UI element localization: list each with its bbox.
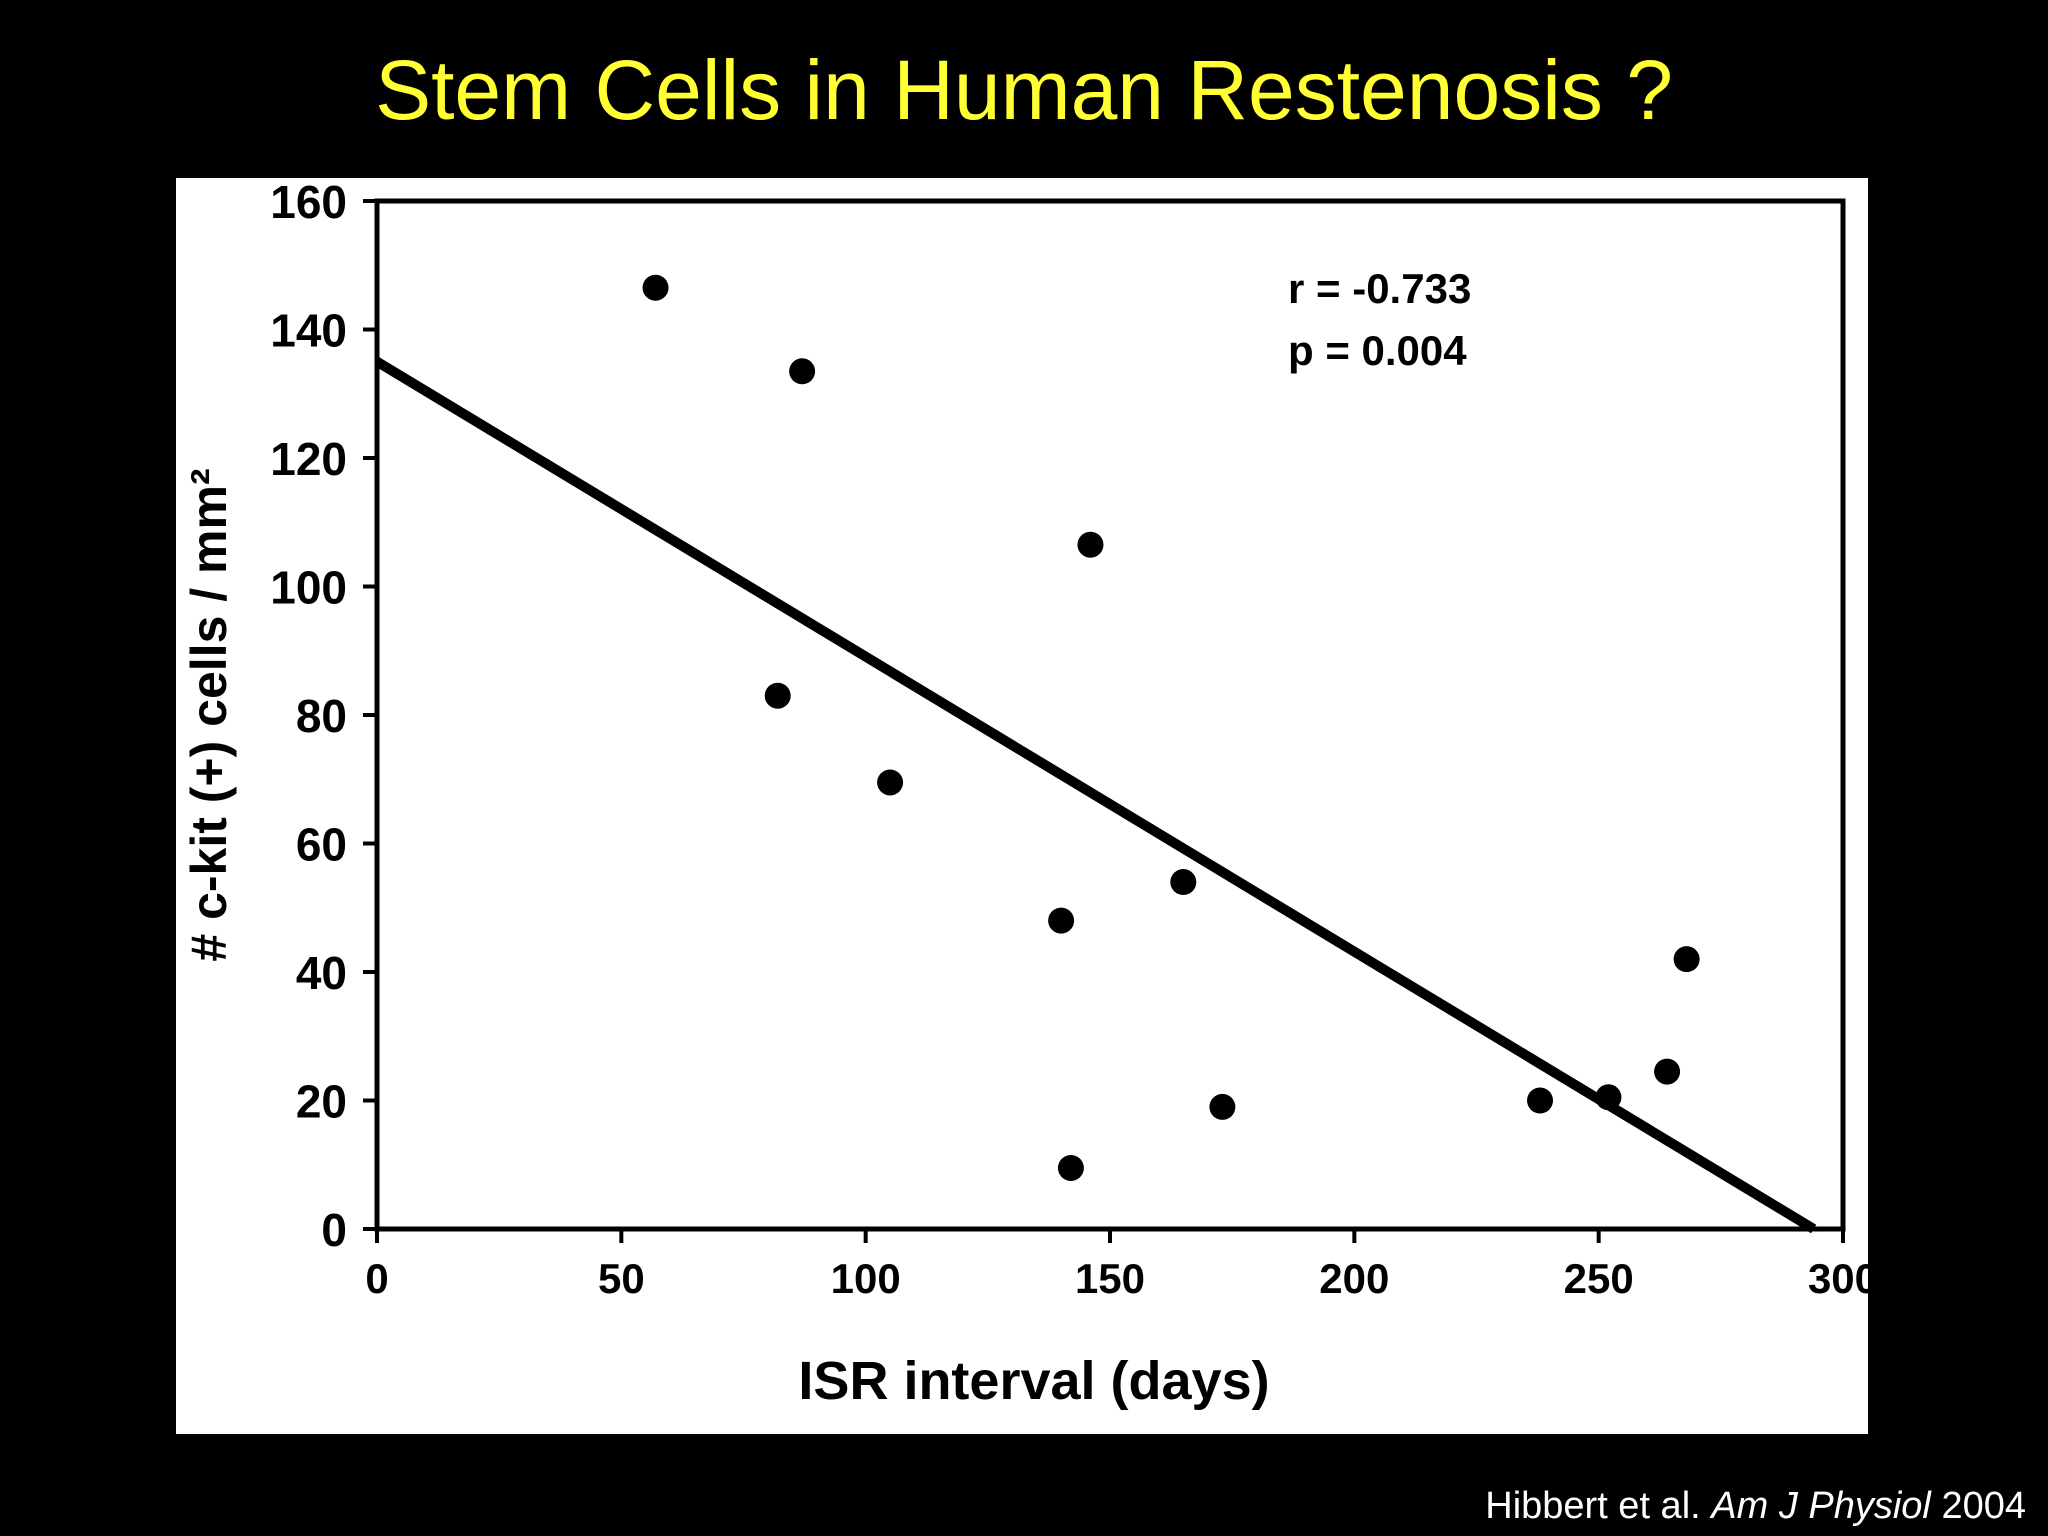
x-tick-label: 200: [1319, 1255, 1389, 1302]
y-tick-label: 160: [270, 178, 347, 228]
data-point: [789, 358, 816, 385]
y-tick-label: 0: [321, 1204, 347, 1256]
x-tick-label: 50: [598, 1255, 645, 1302]
chart-canvas: 0 20 40 60 80 100 120 140 160 0 50 100 150 200 250 300…: [176, 178, 1868, 1434]
y-tick-label: 80: [296, 690, 347, 742]
x-axis-title: ISR interval (days): [798, 1351, 1269, 1411]
citation: Hibbert et al. Am J Physiol 2004: [1485, 1483, 2026, 1529]
y-tick-label: 20: [296, 1076, 347, 1128]
stat-p: p = 0.004: [1288, 327, 1467, 374]
x-axis-ticks: 0 50 100 150 200 250 300: [365, 1229, 1868, 1302]
citation-journal: Am J Physiol: [1711, 1485, 1931, 1527]
data-point: [1057, 1154, 1084, 1181]
data-point: [1527, 1087, 1554, 1114]
data-point: [1673, 946, 1700, 973]
stat-r: r = -0.733: [1288, 265, 1471, 312]
data-point: [764, 682, 791, 709]
y-axis-title: # c-kit (+) cells / mm²: [181, 468, 237, 961]
data-point: [1654, 1058, 1681, 1085]
data-point: [1595, 1084, 1622, 1111]
chart-background: [176, 178, 1868, 1434]
data-point: [1077, 531, 1104, 558]
data-points: [642, 274, 1700, 1181]
data-point: [1209, 1093, 1236, 1120]
y-tick-label: 140: [270, 305, 347, 357]
data-point: [642, 274, 669, 301]
slide-title: Stem Cells in Human Restenosis ?: [375, 43, 1673, 137]
y-tick-label: 60: [296, 819, 347, 871]
x-tick-label: 0: [365, 1255, 388, 1302]
scatter-chart: 0 20 40 60 80 100 120 140 160 0 50 100 150 200 250 300…: [176, 178, 1868, 1434]
x-tick-label: 300: [1808, 1255, 1868, 1302]
y-tick-label: 40: [296, 947, 347, 999]
citation-authors: Hibbert et al.: [1485, 1485, 1701, 1527]
data-point: [1170, 869, 1197, 896]
citation-year: 2004: [1941, 1485, 2026, 1527]
y-tick-label: 120: [270, 433, 347, 485]
y-axis-ticks: 0 20 40 60 80 100 120 140 160: [270, 178, 377, 1256]
data-point: [877, 769, 904, 796]
x-tick-label: 150: [1075, 1255, 1145, 1302]
y-tick-label: 100: [270, 562, 347, 614]
data-point: [1048, 907, 1075, 934]
regression-line: [374, 357, 1817, 1234]
x-tick-label: 100: [831, 1255, 901, 1302]
x-tick-label: 250: [1564, 1255, 1634, 1302]
